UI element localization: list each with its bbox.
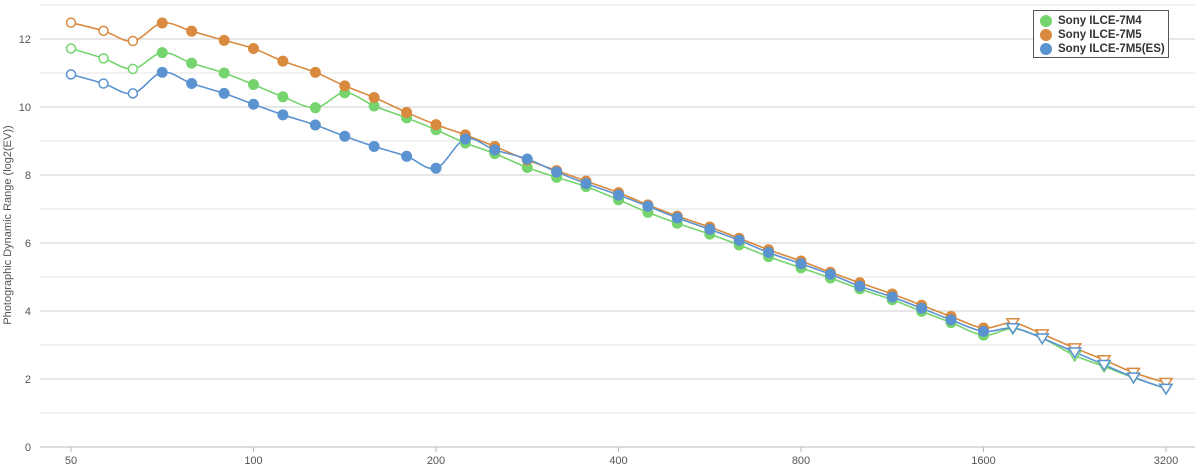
x-tick-label: 100 <box>244 455 262 467</box>
x-tick-label: 800 <box>792 455 810 467</box>
data-point <box>1034 333 1050 346</box>
y-tick-label: 4 <box>25 306 31 318</box>
legend-marker-icon <box>1040 43 1052 55</box>
data-point <box>580 178 592 189</box>
data-point <box>98 25 109 37</box>
data-point <box>277 91 289 103</box>
y-tick-label: 10 <box>19 102 31 114</box>
data-point <box>430 119 442 131</box>
legend-marker-icon <box>1040 29 1052 41</box>
data-point <box>218 34 230 46</box>
x-tick-label: 3200 <box>1154 455 1178 467</box>
data-point <box>127 35 139 47</box>
data-point <box>277 55 289 67</box>
data-point <box>521 153 533 165</box>
data-point <box>65 69 77 80</box>
data-point <box>916 302 928 314</box>
data-point <box>401 150 413 162</box>
y-tick-label: 12 <box>19 34 31 46</box>
data-point <box>1096 359 1112 372</box>
data-point <box>733 234 745 246</box>
data-point <box>156 17 168 29</box>
data-point <box>1067 347 1083 359</box>
data-point <box>98 53 109 64</box>
data-point <box>368 140 380 152</box>
data-point <box>1126 372 1141 385</box>
data-point <box>401 106 413 118</box>
y-tick-label: 2 <box>25 374 31 386</box>
data-point <box>795 258 807 270</box>
data-point <box>1158 383 1174 396</box>
data-point <box>339 80 351 92</box>
x-tick-label: 50 <box>65 455 77 467</box>
data-point <box>339 130 351 142</box>
data-point <box>127 63 139 75</box>
data-point <box>1158 377 1174 390</box>
y-tick-label: 0 <box>25 442 31 454</box>
data-point <box>978 325 989 337</box>
legend-label: Sony ILCE-7M5(ES) <box>1058 43 1165 55</box>
x-tick-label: 400 <box>609 455 627 467</box>
y-tick-label: 8 <box>25 170 31 182</box>
data-point <box>277 109 289 121</box>
data-point <box>65 43 77 54</box>
data-point <box>218 87 230 99</box>
data-point <box>186 78 198 90</box>
series-line <box>70 71 1167 390</box>
data-point <box>186 25 198 37</box>
data-point <box>156 47 168 59</box>
data-point <box>127 88 139 99</box>
data-point <box>309 66 321 78</box>
data-point <box>1005 323 1021 335</box>
data-point <box>945 314 957 326</box>
data-point <box>886 291 898 303</box>
legend-item-7m5-es[interactable]: Sony ILCE-7M5(ES) <box>1040 42 1168 56</box>
data-point <box>248 79 259 91</box>
legend-label: Sony ILCE-7M4 <box>1058 15 1142 27</box>
data-point <box>98 78 109 89</box>
data-point <box>459 133 471 145</box>
data-point <box>186 57 198 69</box>
data-point <box>309 119 321 131</box>
data-point <box>430 162 442 174</box>
y-axis-label: Photographic Dynamic Range (log2(EV)) <box>2 125 14 324</box>
data-point <box>854 280 866 292</box>
data-point <box>248 98 259 110</box>
data-point <box>671 212 683 224</box>
data-point <box>489 144 501 156</box>
data-point <box>824 268 836 280</box>
y-tick-label: 6 <box>25 238 31 250</box>
data-point <box>763 247 775 259</box>
x-tick-label: 200 <box>427 455 445 467</box>
data-point <box>218 67 230 79</box>
data-point <box>642 200 654 212</box>
legend-marker-icon <box>1040 15 1052 27</box>
legend: Sony ILCE-7M4 Sony ILCE-7M5 Sony ILCE-7M… <box>1033 10 1169 58</box>
series-line <box>70 47 1167 390</box>
legend-label: Sony ILCE-7M5 <box>1058 29 1142 41</box>
data-point <box>613 189 624 201</box>
data-point <box>156 66 168 78</box>
data-point <box>368 91 380 103</box>
data-point <box>551 166 563 178</box>
x-tick-label: 1600 <box>971 455 995 467</box>
data-point <box>309 102 321 114</box>
legend-item-7m5[interactable]: Sony ILCE-7M5 <box>1040 28 1168 42</box>
data-point <box>248 43 259 55</box>
legend-item-7m4[interactable]: Sony ILCE-7M4 <box>1040 14 1168 28</box>
data-point <box>704 223 716 235</box>
data-point <box>65 17 77 28</box>
